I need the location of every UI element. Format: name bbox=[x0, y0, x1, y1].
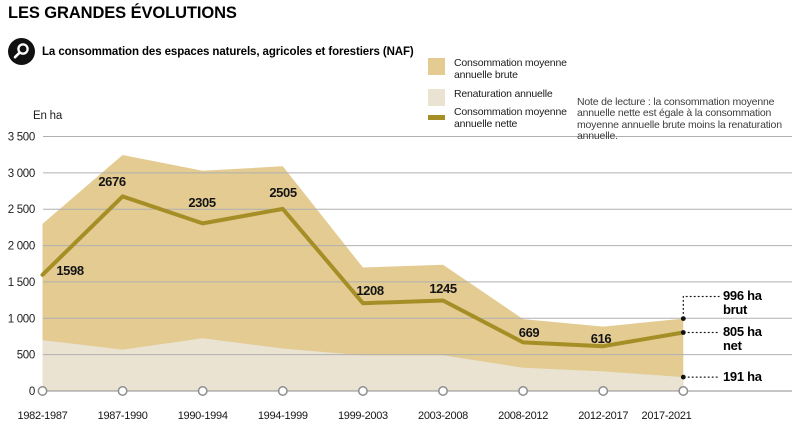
x-tick-label: 2008-2012 bbox=[498, 410, 548, 422]
x-axis-marker bbox=[357, 386, 368, 396]
reading-note: Note de lecture : la consommation moyenn… bbox=[577, 96, 782, 142]
y-tick-label: 3 500 bbox=[8, 132, 35, 144]
area-brute bbox=[42, 155, 684, 391]
annotation-net: 805 ha net bbox=[723, 325, 762, 353]
chart-title: La consommation des espaces naturels, ag… bbox=[42, 45, 414, 58]
y-tick-label: 3 000 bbox=[8, 168, 35, 180]
annotation-dot bbox=[680, 316, 686, 321]
x-tick-label: 1982-1987 bbox=[18, 410, 68, 422]
point-value-label: 1208 bbox=[356, 283, 383, 298]
legend-swatch-brute bbox=[428, 58, 445, 75]
point-value-label: 1598 bbox=[56, 263, 83, 278]
y-tick-label: 2 500 bbox=[8, 204, 35, 216]
x-tick-label: 2017-2021 bbox=[642, 410, 692, 422]
annotation-net-value: 805 ha bbox=[723, 324, 762, 339]
point-value-label: 2676 bbox=[98, 174, 125, 189]
point-value-label: 2305 bbox=[188, 195, 215, 210]
y-tick-label: 2 000 bbox=[8, 241, 35, 253]
x-axis-marker bbox=[598, 386, 609, 396]
point-value-label: 2505 bbox=[269, 185, 296, 200]
page-title: LES GRANDES ÉVOLUTIONS bbox=[8, 4, 237, 22]
x-axis-marker bbox=[37, 386, 48, 396]
annotation-dot bbox=[680, 330, 686, 335]
annotation-brut-value: 996 ha bbox=[723, 288, 762, 303]
x-tick-label: 1987-1990 bbox=[98, 410, 148, 422]
x-tick-label: 1990-1994 bbox=[178, 410, 228, 422]
annotation-brut-unit: brut bbox=[723, 302, 748, 317]
area-renaturation bbox=[42, 338, 684, 391]
annotation-net-unit: net bbox=[723, 338, 742, 353]
chart-areas bbox=[42, 155, 684, 391]
x-axis-marker bbox=[518, 386, 529, 396]
x-tick-label: 1994-1999 bbox=[258, 410, 308, 422]
legend-label-brute: Consommation moyenne annuelle brute bbox=[454, 57, 567, 81]
x-axis-marker bbox=[277, 386, 288, 396]
x-tick-label: 1999-2003 bbox=[338, 410, 388, 422]
y-axis-unit-label: En ha bbox=[33, 110, 63, 122]
point-value-label: 669 bbox=[519, 325, 540, 340]
legend-swatch-renaturation bbox=[428, 89, 445, 106]
x-tick-label: 2012-2017 bbox=[578, 410, 628, 422]
y-tick-label: 0 bbox=[29, 386, 35, 398]
annotation-leaders bbox=[680, 295, 720, 380]
annotation-brut: 996 ha brut bbox=[723, 289, 762, 317]
x-axis: 1982-1987 1987-1990 1990-1994 1994-1999 1999… bbox=[18, 386, 692, 422]
annotation-dot bbox=[680, 374, 686, 380]
y-tick-label: 1 500 bbox=[8, 277, 35, 289]
x-tick-label: 2003-2008 bbox=[418, 410, 468, 422]
x-axis-marker bbox=[438, 386, 448, 396]
annotation-renaturation-value: 191 ha bbox=[723, 369, 762, 384]
point-labels: 1598 2676 2305 2505 1208 1245 669 616 bbox=[56, 174, 611, 346]
legend-label-renaturation: Renaturation annuelle bbox=[454, 88, 553, 100]
point-value-label: 616 bbox=[591, 331, 612, 346]
y-tick-label: 500 bbox=[17, 350, 35, 362]
annotation-renaturation: 191 ha bbox=[723, 370, 762, 384]
x-axis-marker bbox=[117, 386, 128, 396]
legend-swatch-nette bbox=[428, 115, 445, 120]
gridlines: 3 500 3 000 2 500 2 000 1 500 1 000 500 0 En ha bbox=[8, 110, 792, 398]
x-axis-marker bbox=[197, 386, 208, 396]
chart-header: La consommation des espaces naturels, ag… bbox=[8, 38, 414, 65]
legend-label-nette: Consommation moyenne annuelle nette bbox=[454, 106, 567, 130]
line-nette bbox=[40, 194, 686, 349]
x-axis-marker bbox=[678, 386, 689, 396]
y-tick-label: 1 000 bbox=[8, 313, 35, 325]
magnifier-icon bbox=[8, 38, 35, 65]
point-value-label: 1245 bbox=[429, 281, 456, 296]
